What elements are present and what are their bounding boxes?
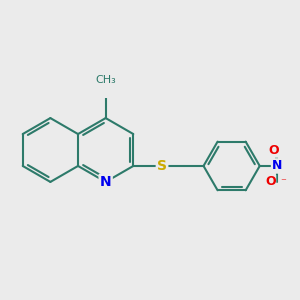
Text: O: O (269, 143, 279, 157)
Text: O: O (265, 176, 276, 188)
Text: N: N (272, 160, 283, 172)
Text: S: S (157, 159, 167, 173)
Text: CH₃: CH₃ (95, 75, 116, 85)
Text: ⁻: ⁻ (280, 177, 286, 187)
Text: N: N (100, 175, 112, 189)
